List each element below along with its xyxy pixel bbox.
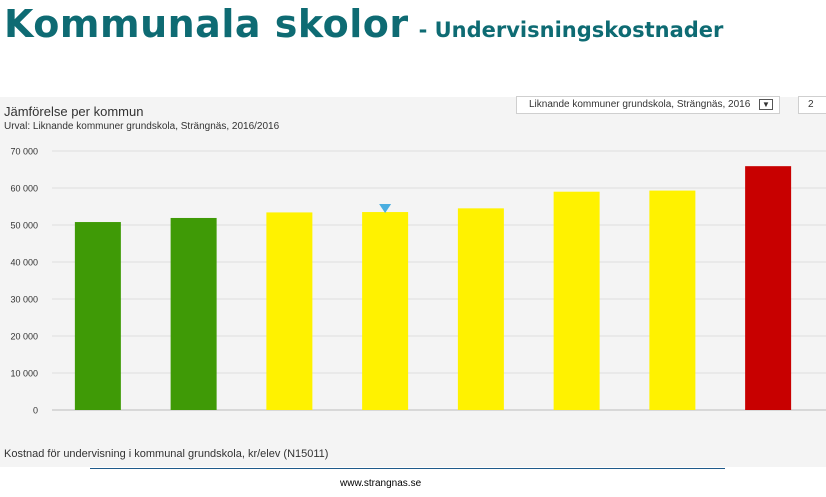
bar <box>553 191 600 410</box>
y-tick-label: 0 <box>33 406 38 416</box>
y-tick-label: 50 000 <box>10 221 38 231</box>
comparison-dropdown-value: Liknande kommuner grundskola, Strängnäs,… <box>529 99 751 110</box>
bar <box>745 166 792 410</box>
bar <box>266 212 313 410</box>
secondary-dropdown[interactable]: 2 <box>798 96 826 114</box>
y-tick-label: 70 000 <box>10 147 38 157</box>
slide-title-main: Kommunala skolor <box>4 2 409 46</box>
highlight-marker-icon <box>379 204 392 214</box>
chevron-down-icon[interactable]: ▼ <box>759 99 773 110</box>
bar-chart: 0 10 000 20 000 30 000 40 000 50 000 60 000 70 … <box>10 147 826 416</box>
slide-title: Kommunala skolor - Undervisningskostnader <box>4 2 723 46</box>
bar <box>362 212 409 410</box>
footer-divider <box>90 468 725 469</box>
y-tick-label: 40 000 <box>10 258 38 268</box>
slide-title-sub: - Undervisningskostnader <box>418 18 724 42</box>
y-tick-label: 10 000 <box>10 369 38 379</box>
bar <box>170 217 217 410</box>
bar <box>457 208 504 410</box>
footer-url: www.strangnas.se <box>340 478 422 489</box>
secondary-dropdown-value: 2 <box>808 99 814 110</box>
y-tick-label: 20 000 <box>10 332 38 342</box>
panel-title: Jämförelse per kommun <box>4 104 144 119</box>
y-tick-label: 30 000 <box>10 295 38 305</box>
chart-caption: Kostnad för undervisning i kommunal grun… <box>4 448 329 460</box>
comparison-dropdown[interactable]: Liknande kommuner grundskola, Strängnäs,… <box>516 96 780 114</box>
y-tick-label: 60 000 <box>10 184 38 194</box>
bar <box>649 190 696 410</box>
bar <box>74 222 121 410</box>
selection-text: Urval: Liknande kommuner grundskola, Str… <box>4 121 280 132</box>
